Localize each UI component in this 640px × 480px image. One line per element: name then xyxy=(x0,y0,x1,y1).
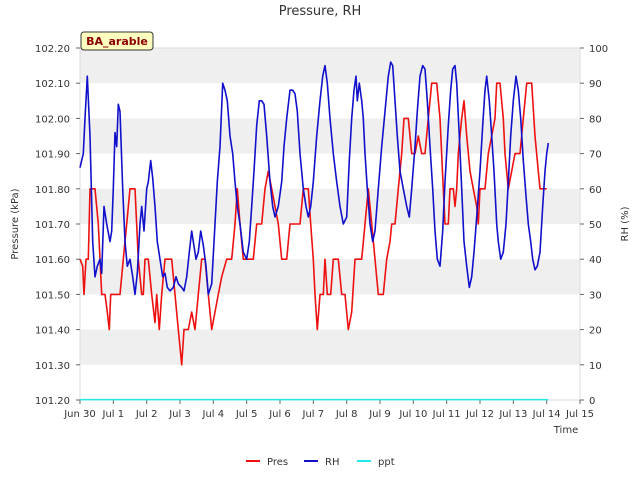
left-tick-label: 101.30 xyxy=(35,361,70,372)
left-tick-label: 102.00 xyxy=(35,114,70,125)
right-tick-label: 20 xyxy=(589,326,602,337)
left-tick-label: 102.20 xyxy=(35,44,70,55)
x-tick-label: Jul 5 xyxy=(235,409,258,420)
x-axis-label: Time xyxy=(553,425,578,436)
legend-label-pres: Pres xyxy=(267,457,288,468)
series-line-pres xyxy=(79,82,547,366)
left-axis-ticks: 101.20 101.30 101.40 101.50 101.60 101.70 101.… xyxy=(35,44,80,407)
x-tick-label: Jul 2 xyxy=(135,409,158,420)
x-tick-label: Jul 9 xyxy=(368,409,391,420)
left-tick-label: 101.80 xyxy=(35,185,70,196)
right-tick-label: 50 xyxy=(589,220,602,231)
x-tick-label: Jul 3 xyxy=(168,409,191,420)
left-tick-label: 101.40 xyxy=(35,326,70,337)
left-tick-label: 101.70 xyxy=(35,220,70,231)
x-tick-label: Jul 8 xyxy=(335,409,358,420)
series-line-rh xyxy=(79,61,550,296)
x-tick-label: Jul 6 xyxy=(268,409,291,420)
x-axis-ticks: Jun 30 Jul 1 Jul 2 Jul 3 Jul 4 Jul 5 Jul 6 Jul … xyxy=(63,400,594,420)
right-tick-label: 60 xyxy=(589,185,602,196)
grid-band xyxy=(80,259,580,295)
x-tick-label: Jul 1 xyxy=(102,409,125,420)
grid-band xyxy=(80,48,580,84)
legend-label-ppt: ppt xyxy=(378,457,395,468)
x-tick-label: Jun 30 xyxy=(63,409,96,420)
right-tick-label: 0 xyxy=(589,396,595,407)
left-tick-label: 101.50 xyxy=(35,290,70,301)
site-label: BA_arable xyxy=(80,31,154,51)
x-tick-label: Jul 14 xyxy=(532,409,561,420)
x-tick-label: Jul 7 xyxy=(302,409,325,420)
right-tick-label: 10 xyxy=(589,361,602,372)
x-tick-label: Jul 15 xyxy=(565,409,594,420)
left-tick-label: 101.90 xyxy=(35,150,70,161)
right-axis-ticks: 0 10 20 30 40 50 60 70 80 90 100 xyxy=(580,44,608,407)
legend: Pres RH ppt xyxy=(246,457,395,468)
right-tick-label: 70 xyxy=(589,150,602,161)
x-tick-label: Jul 12 xyxy=(465,409,494,420)
series-layer xyxy=(79,61,550,401)
y-axis-right-label: RH (%) xyxy=(620,206,631,241)
right-tick-label: 100 xyxy=(589,44,608,55)
x-tick-label: Jul 4 xyxy=(202,409,225,420)
right-tick-label: 90 xyxy=(589,79,602,90)
grid-band xyxy=(80,329,580,365)
x-tick-label: Jul 10 xyxy=(398,409,427,420)
left-tick-label: 102.10 xyxy=(35,79,70,90)
y-axis-left-label: Pressure (kPa) xyxy=(10,188,21,259)
right-tick-label: 40 xyxy=(589,255,602,266)
right-tick-label: 30 xyxy=(589,290,602,301)
site-label-text: BA_arable xyxy=(86,35,148,48)
x-tick-label: Jul 11 xyxy=(432,409,461,420)
chart-title: Pressure, RH xyxy=(279,4,362,19)
left-tick-label: 101.60 xyxy=(35,255,70,266)
x-tick-label: Jul 13 xyxy=(498,409,527,420)
left-tick-label: 101.20 xyxy=(35,396,70,407)
legend-label-rh: RH xyxy=(325,457,339,468)
right-tick-label: 80 xyxy=(589,114,602,125)
